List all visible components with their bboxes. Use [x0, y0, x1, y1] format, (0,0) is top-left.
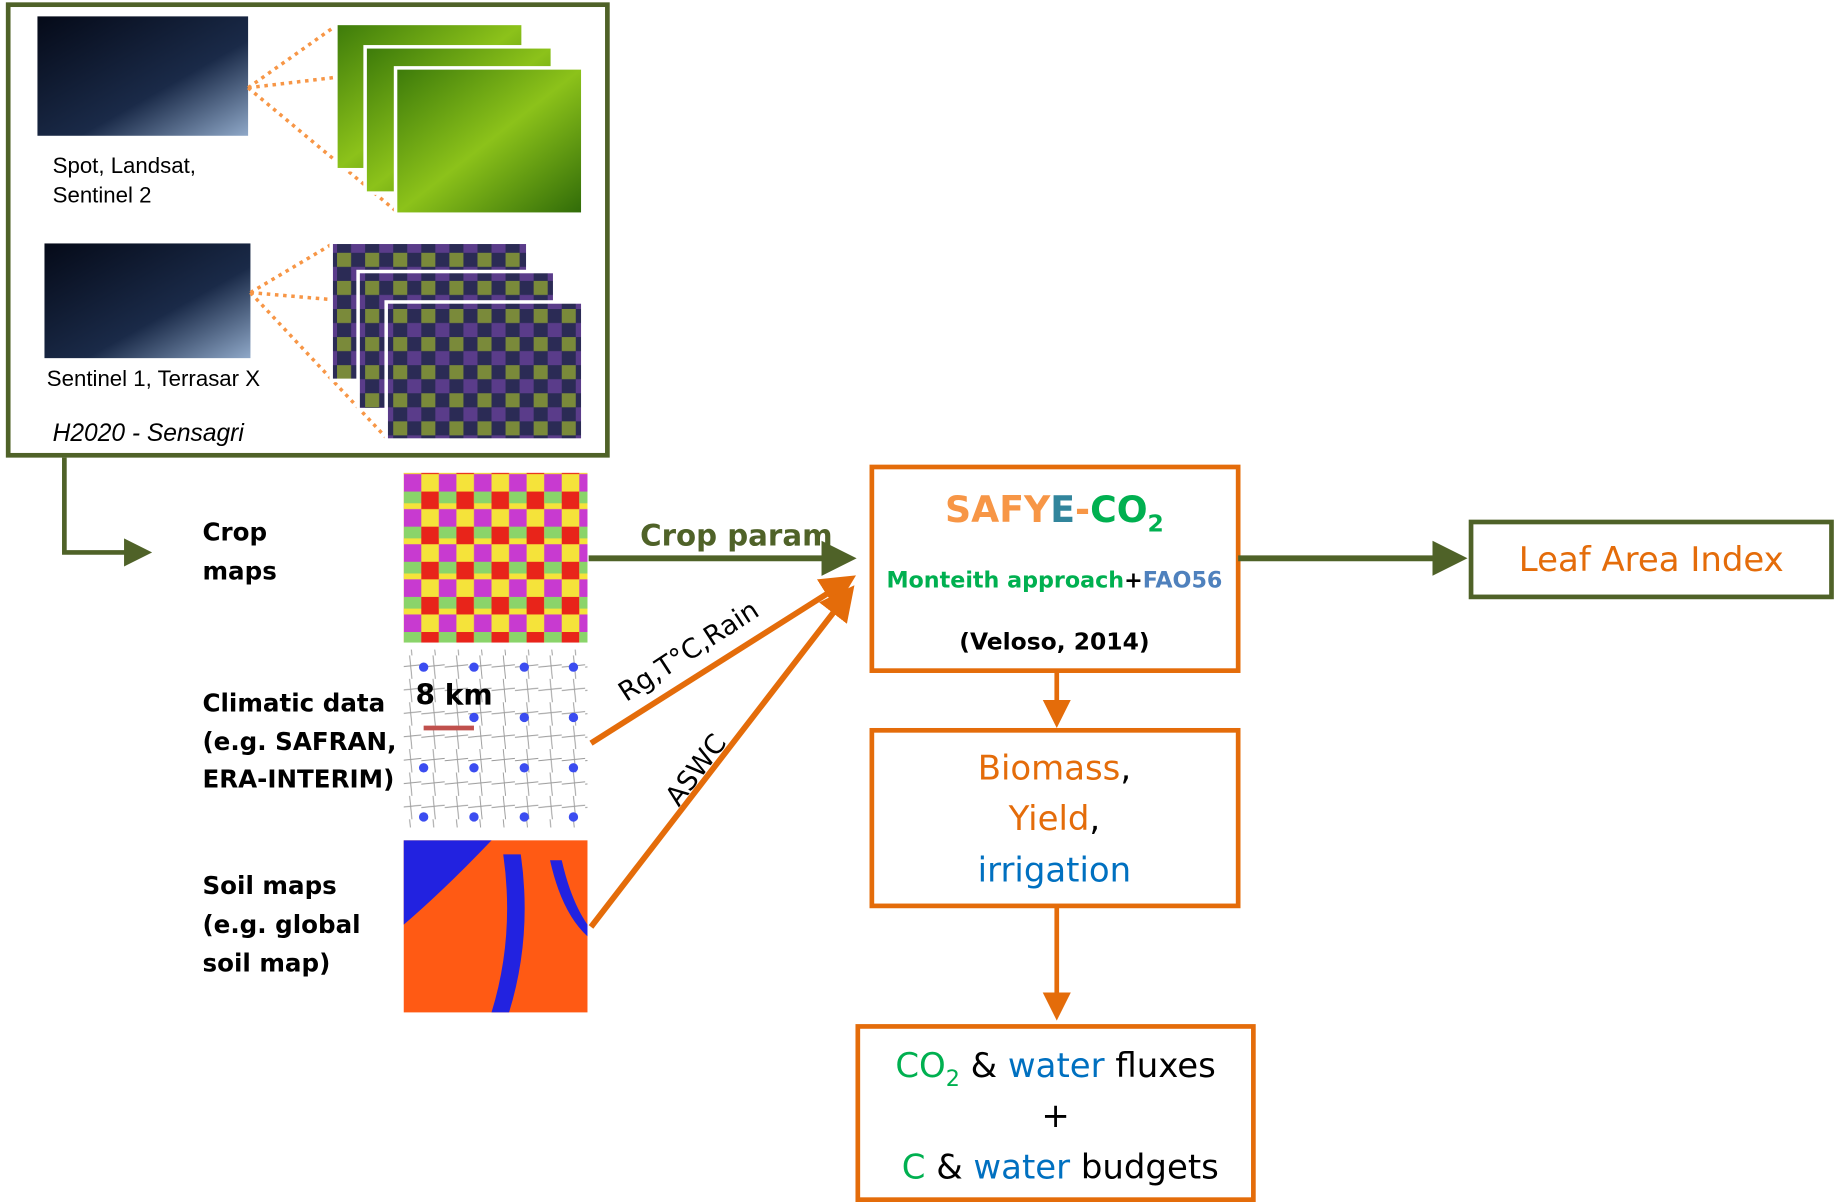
lai-box [1468, 519, 1834, 600]
flux-box [855, 1024, 1256, 1202]
model-approach: Monteith approach+FAO56 [886, 568, 1222, 594]
input-label: Climatic data [202, 689, 385, 718]
approach-part: Monteith approach [886, 568, 1124, 594]
flux-plus: + [1041, 1097, 1069, 1136]
output-item: Yield [1008, 800, 1090, 839]
radar-projection-lines [249, 243, 388, 439]
input-label: ERA-INTERIM) [202, 765, 394, 794]
climate-arrow [589, 575, 857, 746]
approach-part: + [1124, 568, 1143, 594]
panel-arrow [62, 457, 153, 567]
optical-label: Sentinel 2 [53, 182, 152, 207]
input-label: maps [202, 556, 276, 585]
model-name: SAFYE-CO2 [945, 488, 1164, 537]
soil-arrow-label: ASWC [660, 729, 733, 812]
model-name-part: SAFY [945, 488, 1051, 531]
project-label: H2020 - Sensagri [53, 420, 246, 447]
output-punct: , [1089, 800, 1100, 839]
model-name-part: E [1050, 488, 1075, 531]
svg-text:Biomass,: Biomass, [978, 749, 1131, 788]
climate-grid-points [418, 662, 579, 822]
approach-part: FAO56 [1143, 568, 1223, 594]
output-punct: , [1120, 749, 1131, 788]
optical-label: Spot, Landsat, [53, 153, 196, 178]
model-name-part: CO [1090, 488, 1147, 531]
flux-part: 2 [946, 1066, 960, 1092]
radar-label: Sentinel 1, Terrasar X [47, 366, 260, 391]
svg-text:CO2 & water fluxes: CO2 & water fluxes [895, 1047, 1215, 1092]
flux-part: fluxes [1105, 1047, 1216, 1086]
svg-text:C & water budgets: C & water budgets [902, 1149, 1219, 1188]
output-lines: Biomass, Yield, irrigation [978, 749, 1131, 890]
model-reference: (Veloso, 2014) [959, 628, 1149, 656]
radar-satellite-image [44, 243, 251, 359]
crop-arrow-label: Crop param [640, 518, 832, 552]
lai-label: Leaf Area Index [1519, 541, 1784, 580]
svg-text:irrigation: irrigation [978, 851, 1131, 890]
model-name-part: - [1075, 488, 1090, 531]
model-name-part: 2 [1148, 509, 1164, 537]
input-label: Soil maps [202, 871, 336, 900]
climate-arrow-label: Rg,T°C,Rain [613, 595, 765, 709]
sensor-panel: Spot, Landsat, Sentinel 2 Sentinel 1, Te… [5, 2, 610, 458]
optical-satellite-image [37, 16, 249, 136]
input-label: (e.g. SAFRAN, [202, 727, 396, 756]
flux-part: budgets [1070, 1149, 1219, 1188]
flux-lines: CO2 & water fluxes + C & water budgets [895, 1047, 1218, 1188]
output-item: Biomass [978, 749, 1121, 788]
flux-part: water [1008, 1047, 1105, 1086]
climate-grid-image [403, 649, 588, 828]
flux-part: CO [895, 1047, 945, 1086]
radar-image-stack [329, 240, 585, 442]
scale-label: 8 km [415, 679, 492, 712]
input-label: Crop [202, 518, 267, 547]
svg-text:Yield,: Yield, [1008, 800, 1101, 839]
flux-part: & [925, 1149, 973, 1188]
flux-part: water [973, 1149, 1070, 1188]
input-label: soil map) [202, 948, 330, 977]
optical-image-stack [334, 21, 585, 216]
flux-part: C [902, 1149, 926, 1188]
flux-part: & [960, 1047, 1008, 1086]
crop-map-image [403, 472, 588, 643]
input-label: (e.g. global [202, 910, 360, 939]
soil-arrow [588, 585, 855, 929]
soil-map-water [403, 840, 588, 1013]
input-labels: Crop maps Climatic data (e.g. SAFRAN, ER… [202, 518, 396, 978]
output-box [869, 727, 1241, 909]
output-item: irrigation [978, 851, 1131, 890]
model-box [869, 464, 1241, 673]
